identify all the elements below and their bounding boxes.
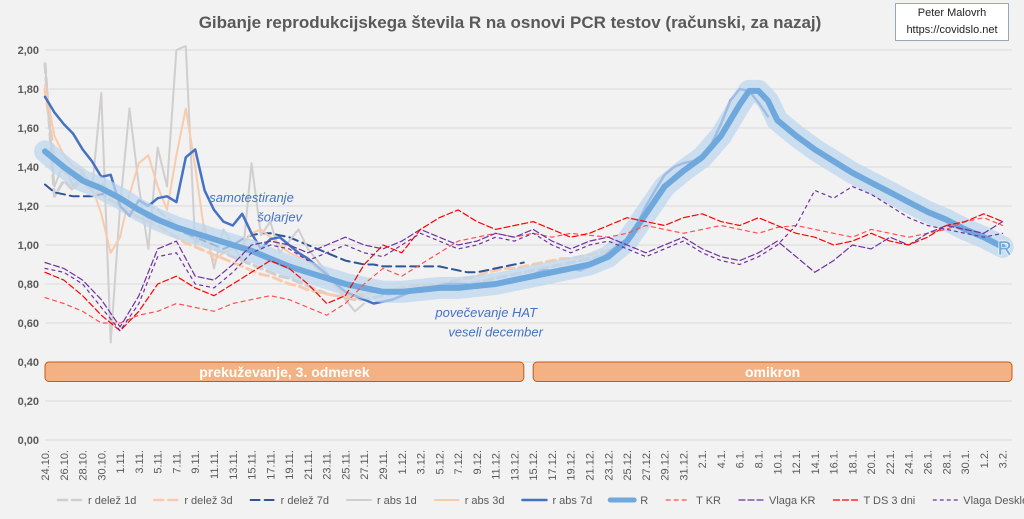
x-tick-label: 13.12. [509,450,521,481]
x-tick-label: 19.12. [566,450,578,481]
x-tick-label: 1.2. [979,450,991,468]
x-tick-label: 11.12. [491,450,503,480]
credit-box: Peter Malovrh https://covidslo.net [895,3,1009,41]
x-tick-label: 5.11. [153,450,165,474]
x-tick-label: 3.2. [998,450,1010,468]
x-tick-label: 15.12. [528,450,540,481]
x-tick-label: 26.10. [59,450,71,481]
y-tick-label: 1,80 [18,84,39,96]
x-tick-label: 25.11. [340,450,352,480]
legend-label: Vlaga Deskle [963,495,1024,507]
x-tick-label: 7.11. [171,450,183,474]
x-tick-label: 7.12. [453,450,465,474]
legend-label: r delež 3d [184,495,232,507]
legend-label: r abs 3d [465,495,505,507]
x-tick-label: 22.1. [885,450,897,474]
x-tick-label: 3.11. [134,450,146,474]
y-tick-label: 1,00 [18,240,39,252]
legend-label: r delež 1d [88,495,136,507]
y-tick-label: 0,00 [18,435,39,447]
x-tick-label: 10.1. [772,450,784,474]
y-tick-label: 1,60 [18,123,39,135]
x-tick-label: 27.12. [641,450,653,481]
period-band-label: prekuževanje, 3. odmerek [199,364,370,380]
y-tick-label: 0,80 [18,279,39,291]
legend-label: r abs 7d [552,495,592,507]
x-tick-label: 16.1. [829,450,841,474]
period-bands: prekuževanje, 3. odmerek omikron [44,361,1013,382]
annotation: povečevanje HAT [434,305,538,320]
legend-label: r abs 1d [377,495,417,507]
annotation: samotestiranje [209,190,294,205]
x-tick-label: 25.12. [622,450,634,481]
x-tick-label: 3.12. [416,450,428,474]
x-tick-label: 11.11. [209,450,221,479]
x-tick-label: 17.12. [547,450,559,481]
period-band-1 [44,361,525,382]
period-band-label: omikron [745,364,800,380]
series-R [42,87,1006,295]
x-tick-label: 1.12. [397,450,409,474]
y-tick-label: 1,20 [18,201,39,213]
annotation: veseli december [448,325,543,340]
y-tick-label: 0,60 [18,318,39,330]
x-tick-label: 1.11. [115,450,127,474]
annotation: šolarjev [257,210,303,225]
legend-label: Vlaga KR [769,495,816,507]
x-tick-label: 4.1. [716,450,728,468]
annotations: samotestiranje šolarjev povečevanje HAT ves… [209,190,1013,340]
x-tick-label: 12.1. [791,450,803,474]
x-tick-label: 24.10. [40,450,52,481]
credit-url[interactable]: https://covidslo.net [906,24,998,36]
y-tick-label: 0,20 [18,396,39,408]
legend-label: T KR [696,495,721,507]
x-tick-label: 18.1. [847,450,859,474]
series-Vlaga-KR [44,221,1004,328]
x-tick-label: 21.12. [585,450,597,481]
y-tick-label: 0,40 [18,357,39,369]
x-tick-label: 28.1. [941,450,953,474]
legend: r delež 1d r delež 3d r delež 7d r abs 1d r … [56,495,1024,507]
x-tick-label: 14.1. [810,450,822,474]
x-tick-label: 24.1. [904,450,916,474]
legend-label: r delež 7d [281,495,329,507]
x-tick-label: 6.1. [735,450,747,468]
x-tick-label: 30.10. [96,450,108,481]
chart-title: Gibanje reprodukcijskega števila R na os… [199,13,822,32]
x-tick-label: 8.1. [754,450,766,468]
series-Vlaga-Deskle [44,185,1004,332]
x-tick-label: 9.11. [190,450,202,474]
x-tick-label: 26.1. [923,450,935,474]
period-band-2 [532,361,1013,382]
series-T-KR [44,217,1004,324]
x-tick-label: 15.11. [247,450,259,480]
x-tick-label: 29.12. [660,450,672,481]
x-tick-label: 31.12. [678,450,690,481]
legend-label: R [640,495,648,507]
y-tick-label: 1,40 [18,162,39,174]
legend-label: T DS 3 dni [863,495,915,507]
x-tick-label: 9.12. [472,450,484,474]
x-tick-label: 30.1. [960,450,972,474]
y-axis-ticks: 0,00 0,20 0,40 0,60 0,80 1,00 1,20 1,40 1,60 1,80… [18,45,39,447]
x-tick-label: 19.11. [284,450,296,480]
series-lines [34,45,1014,344]
y-tick-label: 2,00 [18,45,39,57]
x-tick-label: 23.11. [322,450,334,480]
series-T-DS-3-dni [44,209,1004,332]
x-tick-label: 17.11. [265,450,277,480]
x-tick-label: 28.10. [78,450,90,481]
x-tick-label: 13.11. [228,450,240,480]
x-tick-label: 5.12. [434,450,446,474]
x-tick-label: 2.1. [697,450,709,468]
x-tick-label: 21.11. [303,450,315,480]
x-tick-label: 27.11. [359,450,371,480]
x-axis-ticks: 24.10. 26.10. 28.10. 30.10. 1.11. 3.11. 5.11. 7… [40,450,1010,481]
x-tick-label: 23.12. [603,450,615,481]
credit-author: Peter Malovrh [917,7,987,19]
annotation: R [998,238,1013,260]
x-tick-label: 20.1. [866,450,878,474]
x-tick-label: 29.11. [378,450,390,480]
